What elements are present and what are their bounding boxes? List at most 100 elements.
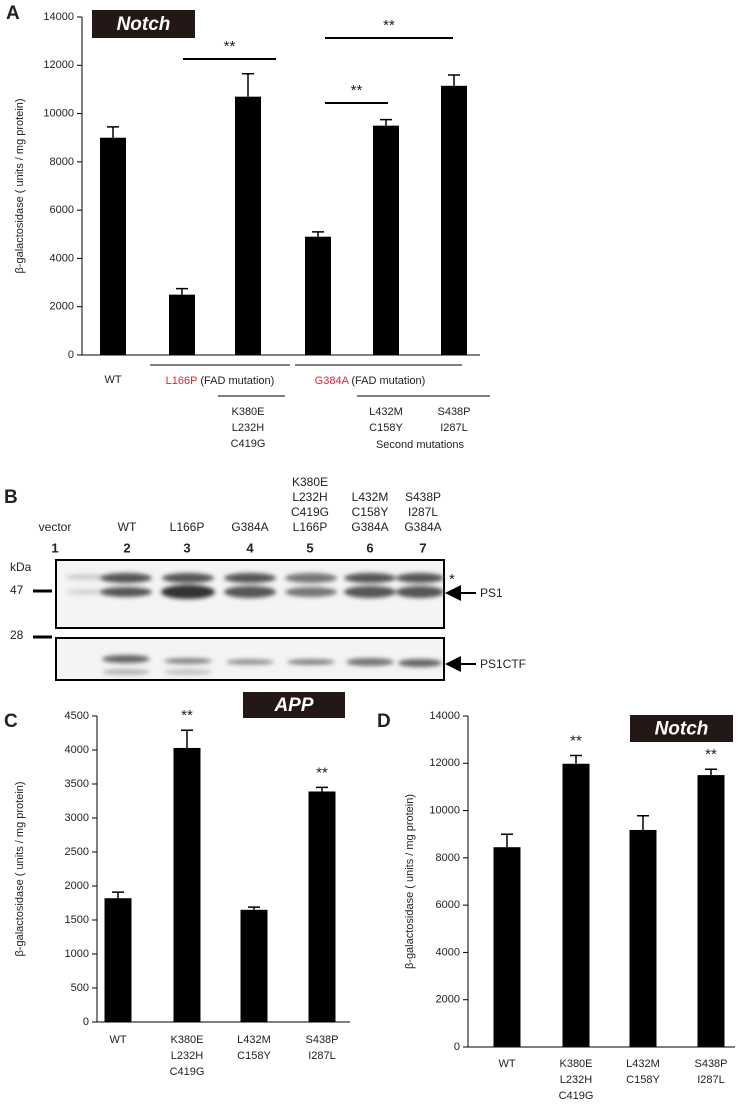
x-tick-label: C419G: [170, 1066, 205, 1078]
x-tick-label: S438P: [694, 1058, 727, 1070]
significance: **: [181, 707, 193, 724]
marker-label: 28: [10, 628, 24, 642]
x-tick-label: L432M: [369, 406, 403, 418]
error-bar: [242, 72, 254, 97]
y-axis-label: β-galactosidase ( units / mg protein): [14, 98, 26, 273]
y-tick-label: 6000: [50, 204, 74, 216]
y-tick-label: 2000: [436, 994, 460, 1006]
error-bar: [312, 231, 324, 237]
y-tick-label: 12000: [43, 59, 74, 71]
y-tick-label: 8000: [436, 852, 460, 864]
y-tick-label: 1500: [65, 914, 89, 926]
band-mark: *: [449, 571, 455, 588]
bar: [235, 96, 261, 356]
y-tick-label: 8000: [50, 156, 74, 168]
chart-title: Notch: [655, 719, 709, 740]
x-tick-label: K380E: [170, 1034, 203, 1046]
x-tick-label: L232H: [171, 1050, 203, 1062]
title-box: [243, 692, 345, 718]
chart-title: Notch: [117, 14, 171, 35]
y-tick-label: 0: [83, 1016, 89, 1028]
footnote: Second mutations: [376, 439, 465, 451]
bar: [308, 791, 336, 1022]
x-tick-label: C419G: [231, 438, 266, 450]
error-bar: [181, 729, 193, 748]
bar: [240, 909, 268, 1022]
x-tick-label: WT: [109, 1034, 126, 1046]
y-tick-label: 10000: [43, 107, 74, 119]
bar: [493, 847, 521, 1047]
lane-number: 7: [419, 540, 426, 555]
lane-label: WT: [118, 520, 137, 534]
error-bar: [380, 118, 392, 126]
panel-label: A: [6, 3, 20, 24]
blot-image: [33, 559, 476, 681]
error-bar: [112, 891, 124, 899]
y-tick-label: 2000: [50, 301, 74, 313]
error-bar: [501, 833, 513, 848]
panel-label: C: [4, 711, 18, 732]
x-tick-label: K380E: [231, 406, 264, 418]
bar: [373, 125, 399, 356]
band-label: PS1: [480, 586, 503, 600]
y-tick-label: 4000: [65, 744, 89, 756]
error-bar: [570, 754, 582, 764]
group-mutation: L166P: [166, 375, 198, 387]
y-axis-label: β-galactosidase ( units / mg protein): [404, 794, 416, 969]
group-label: L166P (FAD mutation): [166, 375, 275, 387]
y-tick-label: 2500: [65, 846, 89, 858]
bar: [305, 236, 331, 355]
lane-label: S438P: [405, 490, 441, 504]
error-bar: [316, 786, 328, 792]
x-tick-label: WT: [104, 374, 121, 386]
lane-label: L232H: [292, 490, 327, 504]
x-tick-label: S438P: [305, 1034, 338, 1046]
error-bar: [176, 287, 188, 295]
bar: [104, 898, 132, 1022]
y-tick-label: 4000: [436, 946, 460, 958]
bar: [100, 137, 126, 355]
lane-number: 4: [246, 540, 254, 555]
bar: [169, 294, 195, 355]
error-bar: [448, 74, 460, 86]
x-tick-label: L432M: [237, 1034, 271, 1046]
lane-label: G384A: [404, 520, 441, 534]
significance: **: [383, 17, 395, 34]
y-tick-label: 14000: [429, 710, 460, 722]
x-tick-label: C158Y: [237, 1050, 271, 1062]
panel-label: D: [377, 711, 391, 732]
bar: [697, 775, 725, 1047]
lane-label: G384A: [231, 520, 268, 534]
significance: **: [705, 746, 717, 763]
y-axis-label: β-galactosidase ( units / mg protein): [14, 781, 26, 956]
group-label: G384A (FAD mutation): [315, 375, 426, 387]
error-bar: [248, 906, 260, 910]
y-tick-label: 0: [454, 1041, 460, 1053]
x-tick-label: S438P: [437, 406, 470, 418]
chart-title: APP: [273, 695, 313, 716]
significance: **: [316, 764, 328, 781]
y-tick-label: 1000: [65, 948, 89, 960]
y-tick-label: 4500: [65, 710, 89, 722]
lane-number: 2: [123, 540, 130, 555]
x-tick-label: I287L: [440, 422, 468, 434]
group-mutation: G384A: [315, 375, 350, 387]
lane-label: L432M: [352, 490, 389, 504]
marker-label: 47: [10, 583, 24, 597]
significance: **: [224, 38, 236, 55]
x-tick-label: WT: [498, 1058, 515, 1070]
x-tick-label: C158Y: [369, 422, 403, 434]
band-label: PS1CTF: [480, 657, 526, 671]
y-tick-label: 10000: [429, 804, 460, 816]
x-tick-label: K380E: [559, 1058, 592, 1070]
lane-label: K380E: [292, 475, 328, 489]
bar: [441, 85, 467, 356]
lane-label: L166P: [293, 520, 328, 534]
x-tick-label: I287L: [308, 1050, 336, 1062]
lane-number: 6: [366, 540, 373, 555]
group-note: (FAD mutation): [200, 375, 274, 387]
y-tick-label: 500: [71, 982, 89, 994]
y-tick-label: 3500: [65, 778, 89, 790]
x-tick-label: L232H: [232, 422, 264, 434]
